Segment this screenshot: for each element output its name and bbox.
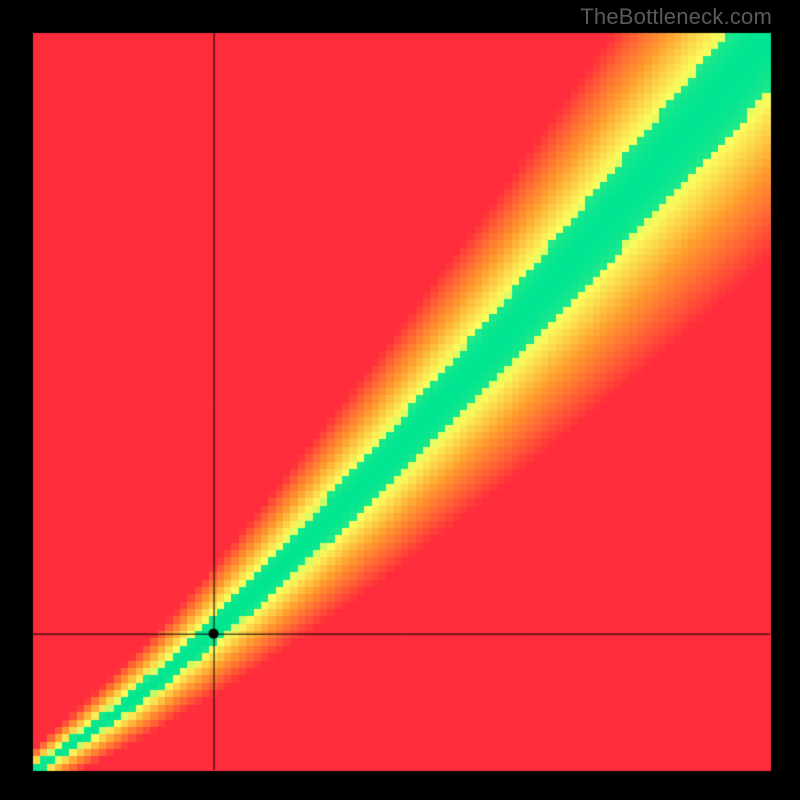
bottleneck-heatmap	[0, 0, 800, 800]
stage: TheBottleneck.com	[0, 0, 800, 800]
watermark-text: TheBottleneck.com	[580, 4, 772, 30]
